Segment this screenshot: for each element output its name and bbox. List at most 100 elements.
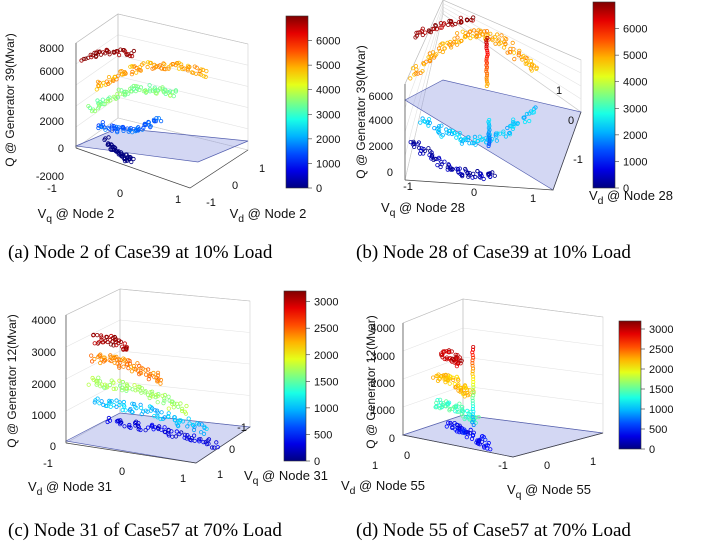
b-point	[484, 77, 489, 82]
b-point	[459, 38, 464, 43]
a-point	[107, 95, 112, 100]
c-point	[153, 408, 158, 413]
c-point	[172, 415, 177, 420]
c-point	[97, 401, 102, 406]
b-y-tick-2: 1	[556, 85, 562, 97]
a-point	[99, 83, 104, 88]
a-point	[204, 69, 209, 74]
a-point	[81, 56, 86, 62]
c-point	[117, 400, 122, 405]
b-point	[484, 69, 489, 74]
d-point	[453, 359, 459, 365]
d-point	[447, 381, 452, 386]
a-z-tick-1: 6000	[40, 66, 64, 78]
d-point	[431, 375, 436, 380]
c-point	[135, 368, 141, 373]
a-point	[95, 79, 101, 84]
a-point	[104, 79, 109, 84]
b-point	[533, 105, 538, 110]
c-z-label: Q @ Generator 12(Mvar)	[5, 314, 19, 448]
b-point	[484, 38, 489, 43]
c-point	[133, 421, 138, 426]
c-point	[95, 379, 100, 384]
c-point	[117, 378, 122, 383]
b-point	[475, 138, 480, 144]
a-point	[123, 71, 128, 76]
chart-d: 4000 3000 2000 1000 0 -1 0 1 1 0 Q @ Generator 12(…	[341, 298, 673, 501]
a-x-label: Vq @ Node 2	[38, 206, 115, 225]
d-point	[470, 401, 475, 406]
c-point	[112, 355, 117, 361]
a-point	[114, 149, 119, 154]
b-point	[488, 171, 493, 176]
a-point	[108, 98, 113, 103]
b-point	[484, 40, 489, 45]
d-point	[456, 360, 461, 365]
c-point	[99, 333, 104, 338]
c-colorbar-tick-1: 2500	[314, 323, 338, 335]
a-point	[121, 128, 126, 133]
c-point	[189, 436, 194, 441]
b-y-tick-0: -1	[573, 154, 583, 166]
a-point	[114, 124, 119, 130]
c-point	[180, 406, 185, 412]
d-point	[467, 392, 472, 397]
c-axes	[64, 288, 251, 464]
c-point	[189, 438, 194, 443]
c-point	[92, 356, 97, 362]
a-point	[153, 90, 158, 96]
b-point	[438, 25, 443, 30]
b-point	[418, 120, 423, 125]
caption-a: (a) Node 2 of Case39 at 10% Load	[8, 242, 273, 263]
a-point	[127, 157, 132, 162]
a-point	[119, 69, 124, 74]
b-point	[465, 170, 470, 175]
b-point	[485, 48, 490, 53]
c-point	[128, 364, 134, 369]
d-point	[454, 364, 460, 369]
a-point	[137, 87, 142, 93]
b-point	[493, 131, 498, 136]
b-point	[484, 84, 489, 89]
c-y-tick-2: -1	[237, 422, 247, 434]
b-point	[484, 61, 489, 66]
c-colorbar: 3000 2500 2000 1500 1000 500 0	[283, 290, 338, 468]
a-y-label: Vd @ Node 2	[230, 206, 307, 225]
b-point	[475, 169, 480, 174]
a-point	[100, 123, 106, 128]
c-point	[139, 390, 144, 395]
c-point	[174, 401, 179, 406]
b-point	[522, 115, 527, 120]
a-z-tick-3: 2000	[40, 116, 64, 128]
a-colorbar-tick-6: 0	[316, 183, 322, 195]
a-x-tick-0: -1	[47, 183, 57, 195]
c-colorbar-tick-2: 2000	[314, 350, 338, 362]
b-point	[473, 174, 478, 180]
d-point	[463, 384, 468, 389]
b-point	[531, 110, 537, 115]
a-point	[103, 127, 108, 132]
b-point	[517, 48, 522, 53]
panel-a: 8000 6000 4000 2000 0 -2000 -1 0 1 -1 0 1 Q @ Genera…	[0, 0, 353, 235]
b-point	[460, 174, 465, 179]
b-point	[417, 145, 422, 150]
b-x-tick-2: 1	[530, 193, 536, 205]
a-point	[148, 124, 153, 129]
b-point	[486, 122, 491, 127]
d-point	[471, 345, 476, 350]
b-point	[528, 58, 533, 64]
c-point	[105, 403, 110, 409]
a-point	[113, 95, 118, 100]
c-point	[139, 412, 144, 417]
d-colorbar: 3000 2500 2000 1500 1000 500 0	[618, 320, 673, 456]
c-point	[155, 373, 161, 378]
b-point	[524, 61, 530, 66]
d-point	[457, 355, 462, 360]
b-point	[435, 163, 440, 168]
b-point	[484, 46, 489, 51]
b-colorbar-tick-5: 1000	[623, 156, 647, 168]
d-point	[448, 356, 453, 361]
b-point	[426, 28, 432, 33]
b-point	[512, 56, 517, 62]
c-y-tick-0: 1	[217, 469, 223, 481]
